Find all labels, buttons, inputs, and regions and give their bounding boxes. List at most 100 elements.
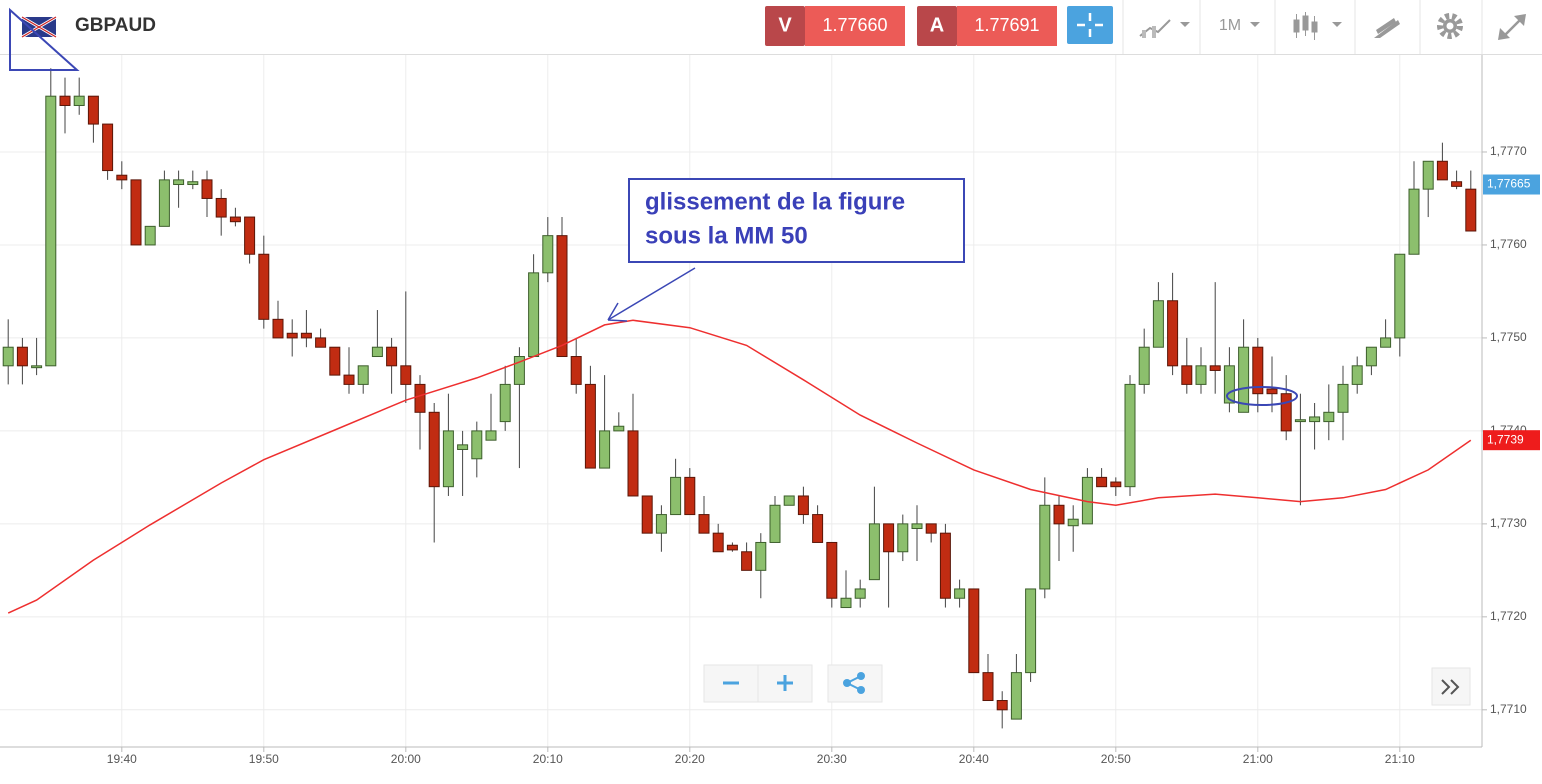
x-tick-label: 20:10 <box>533 752 563 766</box>
candle-body <box>783 495 795 506</box>
candle-body <box>911 523 923 530</box>
candle-body <box>258 253 270 320</box>
candle-body <box>485 430 497 441</box>
candle-body <box>1465 188 1477 232</box>
candle-body <box>627 430 639 497</box>
candle-body <box>570 356 582 385</box>
candle-body <box>797 495 809 516</box>
candle-body <box>1294 419 1306 423</box>
y-tick-label: 1,7710 <box>1490 702 1527 716</box>
candle-body <box>1124 383 1136 488</box>
annotation-box <box>628 178 965 263</box>
zoom-in-button[interactable] <box>757 664 813 703</box>
candle-body <box>1337 383 1349 413</box>
candle-body <box>1309 416 1321 423</box>
candle-body <box>1181 365 1193 385</box>
fullscreen-button[interactable] <box>1498 14 1526 40</box>
candle-body <box>812 514 824 543</box>
candle-body <box>1238 346 1250 413</box>
candle-body <box>329 346 341 376</box>
annotation-arrow <box>607 267 696 322</box>
candle-body <box>698 514 710 534</box>
timeframe-button[interactable]: 1M <box>1219 17 1260 34</box>
candle-body <box>1110 481 1122 488</box>
candle-body <box>584 383 596 469</box>
x-tick-label: 21:00 <box>1243 752 1273 766</box>
candle-body <box>1422 160 1434 190</box>
separators <box>1122 0 1483 54</box>
candle-body <box>1025 588 1037 674</box>
candle-body <box>1223 365 1235 404</box>
buy-button[interactable]: A 1.77691 <box>917 6 1057 46</box>
flag-icon <box>21 15 57 39</box>
candle-body <box>201 179 213 199</box>
y-tick-label: 1,7760 <box>1490 237 1527 251</box>
candle-style-button[interactable] <box>1293 12 1342 40</box>
candle-body <box>883 523 895 553</box>
candle-body <box>215 197 227 218</box>
candle-body <box>300 332 312 339</box>
candle-body <box>442 430 454 488</box>
price-tag-label: 1,7739 <box>1487 432 1524 446</box>
candle-body <box>272 318 284 339</box>
candle-body <box>371 346 383 358</box>
x-tick-label: 19:50 <box>249 752 279 766</box>
candle-body <box>457 444 469 450</box>
moving-average <box>7 319 1472 614</box>
x-tick-label: 20:20 <box>675 752 705 766</box>
draw-button[interactable] <box>1374 18 1400 38</box>
candle-body <box>755 541 767 571</box>
candle-body <box>1451 181 1463 187</box>
candle-body <box>343 374 355 385</box>
candle-body <box>428 411 440 488</box>
zoom-out-button[interactable] <box>703 664 759 703</box>
crosshair-button[interactable] <box>1067 6 1113 44</box>
candle-body <box>315 337 327 348</box>
candle-body <box>528 272 540 358</box>
symbol: GBPAUD <box>75 15 156 36</box>
candle-body <box>939 532 951 599</box>
share-button[interactable] <box>827 664 883 703</box>
sell-button[interactable]: V 1.77660 <box>765 6 905 46</box>
x-tick-label: 20:00 <box>391 752 421 766</box>
y-tick-label: 1,7730 <box>1490 516 1527 530</box>
candle-body <box>229 216 241 223</box>
candle-body <box>1365 346 1377 367</box>
candle-body <box>1266 388 1278 395</box>
candle-body <box>1039 504 1051 590</box>
candle-body <box>59 95 71 106</box>
scroll-end-button[interactable] <box>1431 667 1471 706</box>
candle-body <box>187 181 199 186</box>
candle-body <box>1252 346 1264 395</box>
x-tick-label: 20:50 <box>1101 752 1131 766</box>
candle-body <box>102 123 114 172</box>
annotation-line: sous la MM 50 <box>645 222 808 249</box>
candle-body <box>840 597 852 609</box>
candle-body <box>1152 300 1164 348</box>
axis-labels: 1,77101,77201,77301,77401,77501,77601,77… <box>107 144 1540 766</box>
candle-body <box>471 430 483 460</box>
candle-body <box>1167 300 1179 367</box>
candle-body <box>954 588 966 599</box>
x-tick-label: 20:40 <box>959 752 989 766</box>
candle-body <box>613 425 625 432</box>
candle-body <box>854 588 866 599</box>
candle-body <box>925 523 937 534</box>
candle-body <box>1380 337 1392 348</box>
x-tick-label: 19:40 <box>107 752 137 766</box>
candle-body <box>1351 365 1363 385</box>
candle-body <box>173 179 185 186</box>
candle-body <box>542 235 554 274</box>
settings-button[interactable] <box>1437 13 1463 39</box>
candle-body <box>87 95 99 125</box>
chart-type-button[interactable] <box>1139 19 1190 38</box>
candle-body <box>1209 365 1221 371</box>
candle-body <box>655 514 667 534</box>
y-tick-label: 1,7770 <box>1490 144 1527 158</box>
candle-body <box>982 672 994 702</box>
candle-body <box>1394 253 1406 339</box>
candle-body <box>868 523 880 581</box>
candle-body <box>16 346 28 367</box>
